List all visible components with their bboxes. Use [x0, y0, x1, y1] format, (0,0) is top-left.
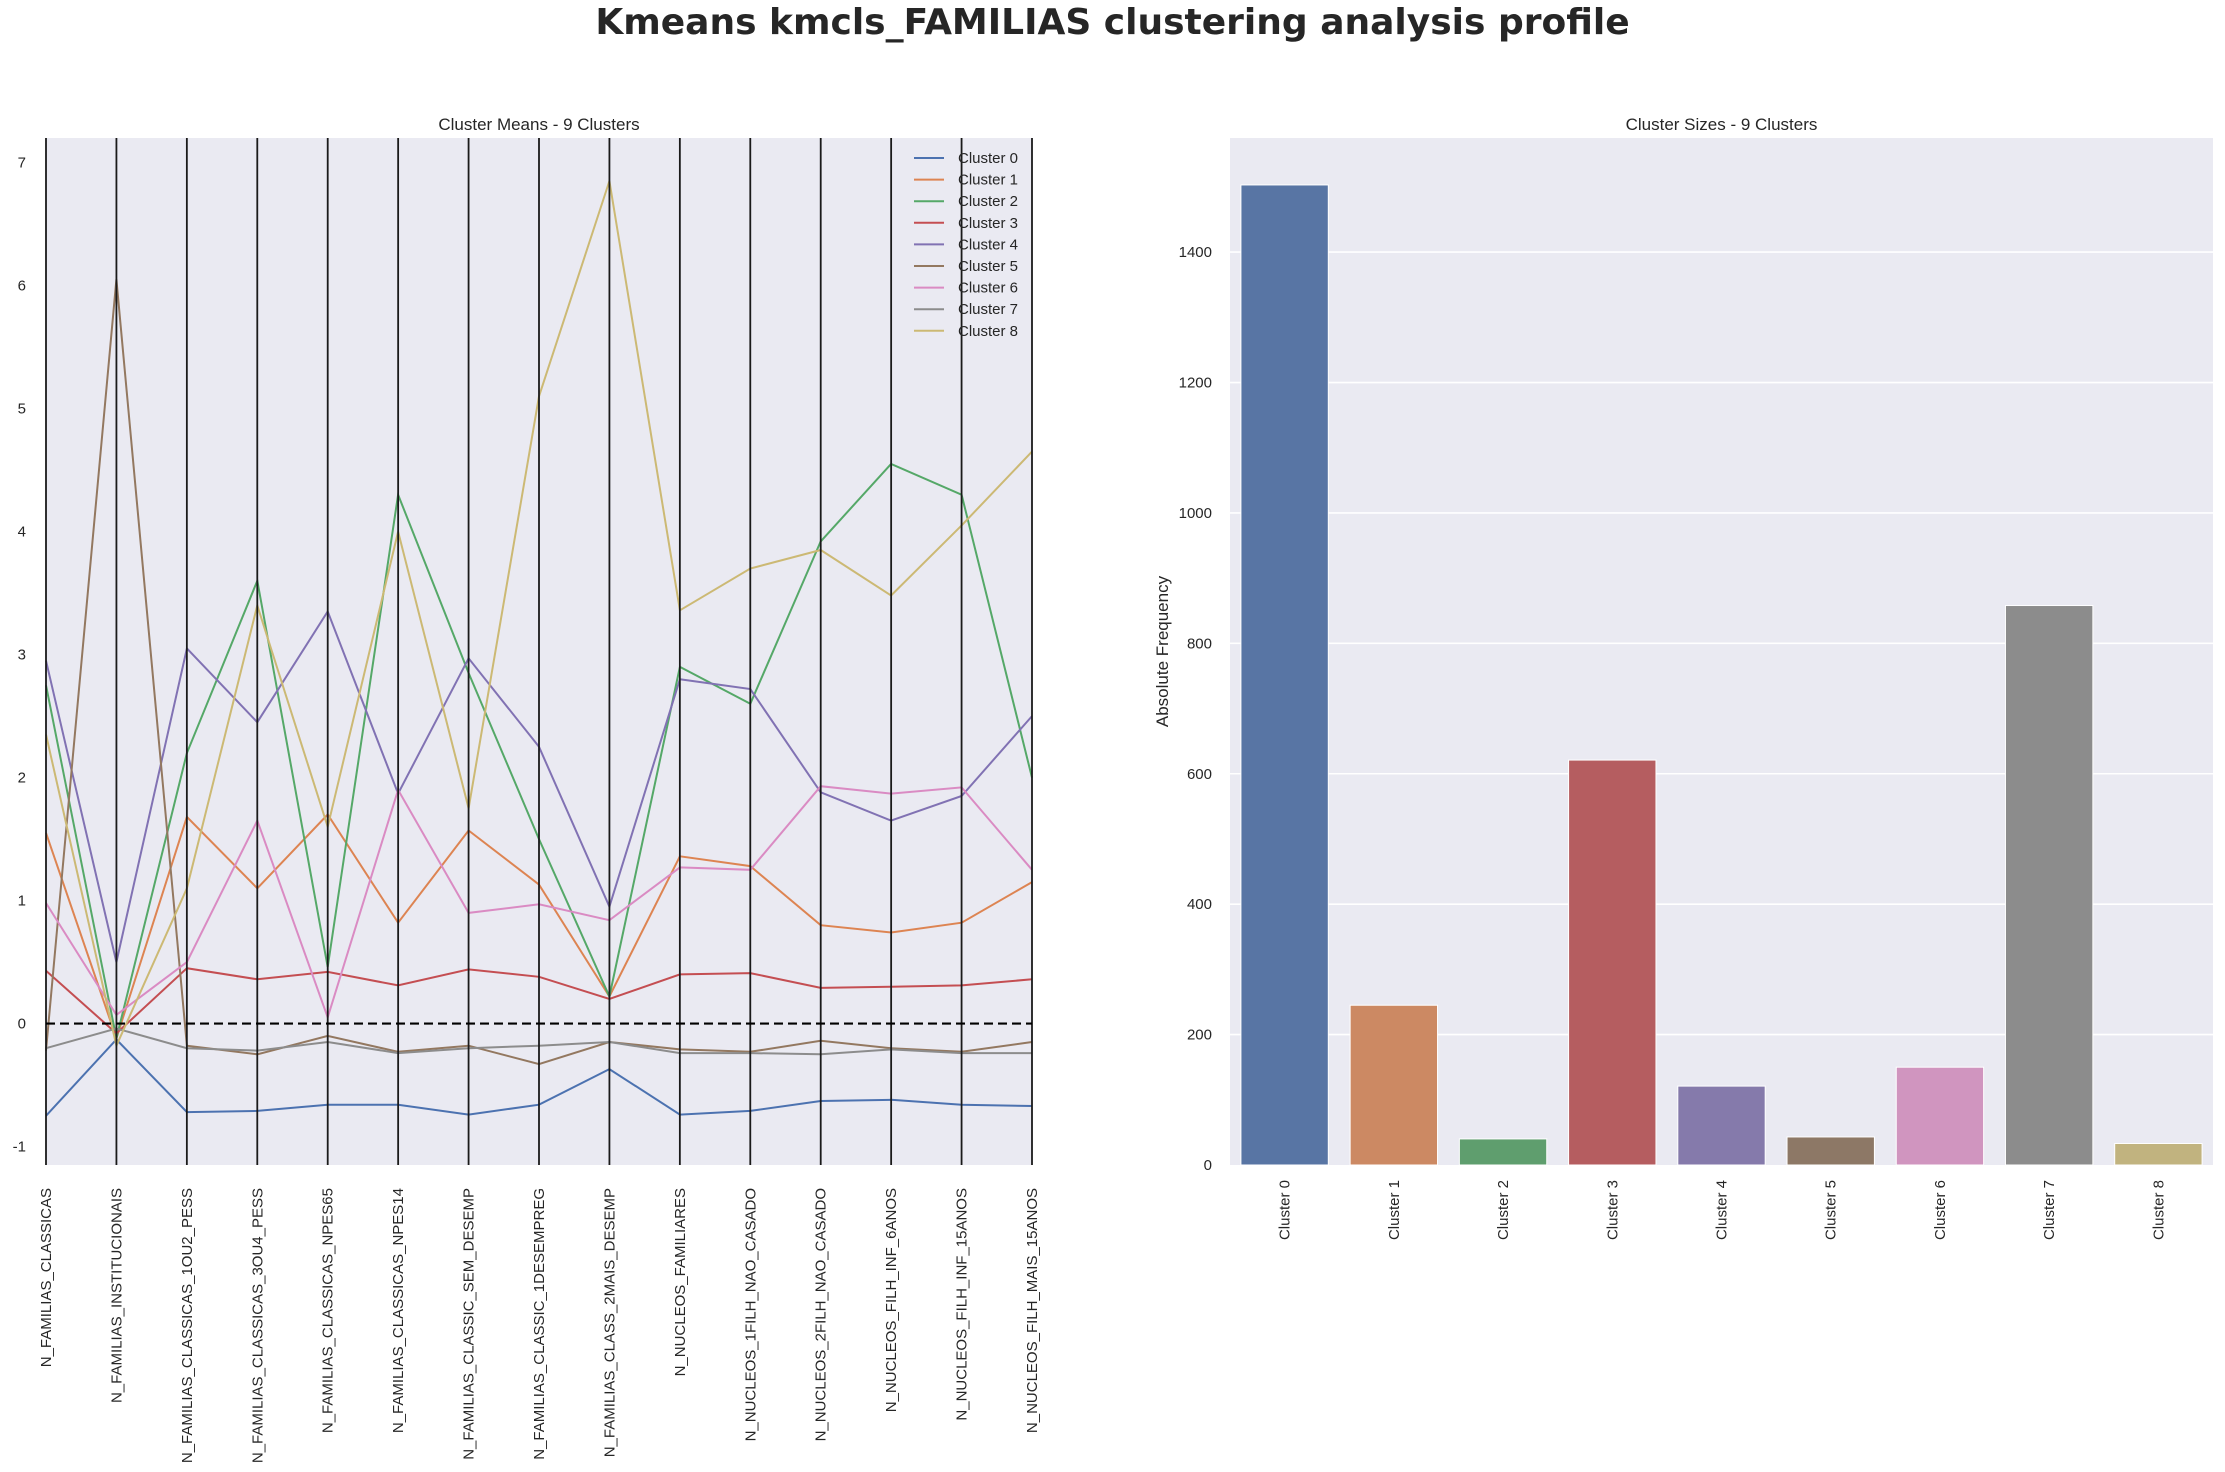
x-tick-label: N_NUCLEOS_2FILH_NAO_CASADO — [813, 1188, 830, 1441]
y-tick-label: 7 — [18, 155, 26, 172]
x-tick-label: N_FAMILIAS_CLASSIC_1DESEMPREG — [531, 1188, 548, 1460]
bar-cluster-2 — [1458, 1138, 1548, 1166]
legend-entry: Cluster 7 — [958, 301, 1018, 318]
y-tick-label: 1000 — [1179, 505, 1212, 522]
bar-cluster-4 — [1677, 1085, 1766, 1166]
x-tick-label: N_FAMILIAS_CLASSICAS_NPES65 — [320, 1188, 337, 1433]
y-tick-label: 1200 — [1179, 375, 1212, 392]
bar-cluster-5 — [1786, 1136, 1875, 1166]
chart-title: Cluster Sizes - 9 Clusters — [1626, 115, 1818, 134]
y-tick-label: 2 — [18, 770, 26, 787]
cluster-sizes-chart: 0 200 400 600 800 1000 1200 1400 Cluster Sizes -… — [1153, 115, 2213, 1240]
bar-cluster-3 — [1568, 759, 1657, 1166]
bar-cluster-0 — [1240, 184, 1329, 1166]
x-tick-label: N_FAMILIAS_CLASSICAS_NPES14 — [390, 1188, 407, 1433]
x-tick-label: Cluster 6 — [1932, 1180, 1949, 1240]
bar-cluster-8 — [2114, 1142, 2203, 1166]
y-tick-label: 3 — [18, 647, 26, 664]
x-tick-label: Cluster 4 — [1714, 1180, 1731, 1240]
bar-cluster-6 — [1895, 1066, 1985, 1166]
x-tick-label: N_FAMILIAS_CLASSICAS — [38, 1188, 55, 1367]
legend-entry: Cluster 0 — [958, 150, 1018, 167]
legend-entry: Cluster 6 — [958, 280, 1018, 297]
x-tick-label: Cluster 5 — [1823, 1180, 1840, 1240]
x-tick-label: N_NUCLEOS_FAMILIARES — [672, 1188, 689, 1376]
y-tick-label: 1 — [18, 893, 26, 910]
x-tick-label: N_FAMILIAS_CLASSICAS_3OU4_PESS — [249, 1188, 266, 1463]
y-axis-label: Absolute Frequency — [1153, 575, 1172, 727]
x-tick-label: N_FAMILIAS_INSTITUCIONAIS — [108, 1188, 125, 1403]
y-tick-label: 400 — [1187, 896, 1212, 913]
y-tick-label: -1 — [13, 1139, 26, 1156]
legend-entry: Cluster 1 — [958, 172, 1018, 189]
y-tick-label: 5 — [18, 401, 26, 418]
legend-entry: Cluster 2 — [958, 193, 1018, 210]
y-tick-label: 6 — [18, 278, 26, 295]
x-tick-label: N_NUCLEOS_FILH_INF_6ANOS — [883, 1188, 900, 1412]
y-tick-label: 200 — [1187, 1027, 1212, 1044]
x-tick-label: Cluster 0 — [1277, 1180, 1294, 1240]
x-tick-label: Cluster 3 — [1604, 1180, 1621, 1240]
y-tick-label: 600 — [1187, 766, 1212, 783]
x-tick-label: N_FAMILIAS_CLASSICAS_1OU2_PESS — [179, 1188, 196, 1463]
legend-entry: Cluster 5 — [958, 258, 1018, 275]
y-tick-label: 0 — [18, 1016, 26, 1033]
chart-title: Cluster Means - 9 Clusters — [438, 115, 639, 134]
y-tick-label: 4 — [18, 524, 26, 541]
legend-entry: Cluster 3 — [958, 215, 1018, 232]
x-tick-label: Cluster 2 — [1495, 1180, 1512, 1240]
cluster-means-chart: Cluster Means - 9 Clusters -1 0 1 2 3 4 5 6 7 N_FA… — [13, 115, 1041, 1463]
legend-entry: Cluster 4 — [958, 236, 1018, 253]
x-tick-label: N_NUCLEOS_1FILH_NAO_CASADO — [742, 1188, 759, 1441]
bar-cluster-1 — [1349, 1004, 1439, 1166]
x-tick-label: Cluster 1 — [1386, 1180, 1403, 1240]
y-tick-label: 800 — [1187, 635, 1212, 652]
x-tick-label: N_NUCLEOS_FILH_MAIS_15ANOS — [1024, 1188, 1041, 1433]
y-tick-label: 0 — [1204, 1157, 1212, 1174]
x-tick-label: Cluster 7 — [2041, 1180, 2058, 1240]
bar-cluster-7 — [2004, 605, 2094, 1166]
legend-entry: Cluster 8 — [958, 323, 1018, 340]
figure-title: Kmeans kmcls_FAMILIAS clustering analysi… — [595, 2, 1630, 43]
x-tick-label: Cluster 8 — [2150, 1180, 2167, 1240]
x-tick-label: N_NUCLEOS_FILH_INF_15ANOS — [954, 1188, 971, 1421]
y-tick-label: 1400 — [1179, 244, 1212, 261]
x-tick-label: N_FAMILIAS_CLASS_2MAIS_DESEMP — [601, 1188, 618, 1457]
x-tick-label: N_FAMILIAS_CLASSIC_SEM_DESEMP — [461, 1188, 478, 1460]
